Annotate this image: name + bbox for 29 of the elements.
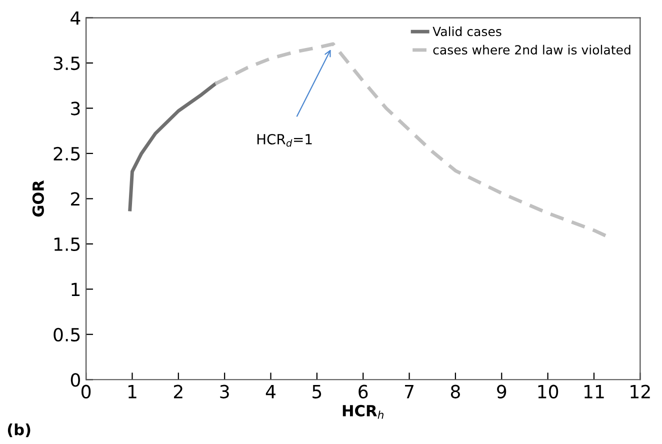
text: (b)	[8, 424, 30, 438]
y-tick-label: 0	[70, 373, 80, 387]
legend-label: Valid cases	[432, 26, 502, 36]
annotation: HCR$_{d}$=1	[257, 134, 312, 147]
x-tick-label: 0	[82, 384, 91, 398]
x-tick-label: 7	[405, 385, 414, 398]
x-tick-label: 12	[630, 384, 650, 398]
x-tick-label: 1	[128, 385, 136, 398]
y-tick-label: 4	[70, 11, 80, 25]
y-tick-label: 2.5	[54, 146, 80, 161]
x-tick-label: 3	[220, 384, 229, 398]
x-axis-title: HCR$_{h}$	[342, 404, 384, 419]
y-tick-label: 1.5	[54, 238, 80, 252]
x-tick-label: 11	[584, 385, 604, 398]
x-tick-label: 8	[450, 384, 460, 398]
x-tick-label: 2	[174, 384, 182, 398]
y-tick-label: 1	[72, 282, 80, 296]
y-tick-label: 3	[71, 102, 80, 116]
y-axis-title: GOR	[32, 180, 44, 217]
x-tick-label: 6	[358, 384, 368, 398]
x-tick-label: 4	[266, 385, 276, 398]
legend-label: cases where 2nd law is violated	[433, 44, 630, 55]
line-series	[128, 82, 218, 212]
y-tick-label: 0.5	[54, 328, 80, 342]
x-tick-label: 10	[538, 384, 558, 398]
x-tick-label: 9	[497, 384, 506, 398]
y-tick-label: 3.5	[54, 56, 80, 70]
y-tick-label: 2	[71, 192, 80, 206]
x-tick-label: 5	[312, 385, 322, 398]
